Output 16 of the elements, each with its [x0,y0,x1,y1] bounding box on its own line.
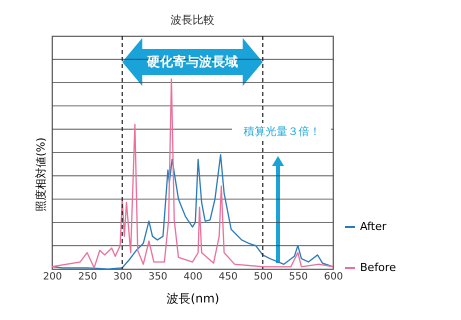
x-tick-label: 300 [113,272,132,282]
y-axis-title: 照度相対値(%) [34,137,48,212]
x-tick-label: 450 [218,272,238,282]
x-tick-label: 500 [254,272,273,282]
x-tick-label: 550 [288,272,308,282]
legend-label: After [360,220,387,233]
x-tick-label: 600 [324,272,344,282]
x-tick-label: 250 [78,272,98,282]
chart-title: 波長比較 [170,13,214,26]
x-tick-label: 350 [148,272,168,282]
legend-label: Before [360,261,396,274]
x-axis-title: 波長(nm) [166,292,220,306]
x-tick-label: 400 [183,272,203,282]
annotation: 積算光量３倍！ [244,125,320,138]
x-tick-label: 200 [42,272,62,282]
text: 硬化寄与波長域 [146,54,238,70]
